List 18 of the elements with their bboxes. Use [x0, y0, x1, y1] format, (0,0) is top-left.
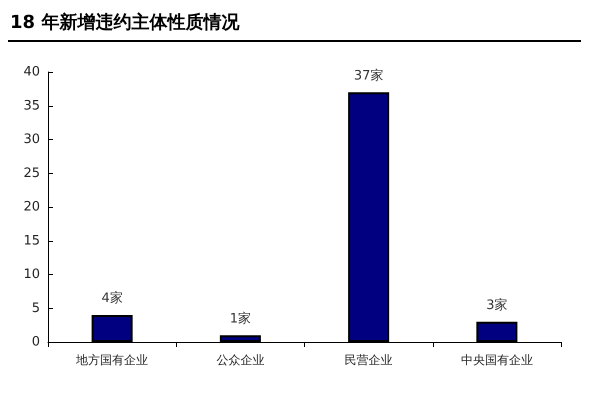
data-label: 3家	[486, 296, 508, 313]
y-tick-label: 25	[23, 166, 40, 181]
x-tick-label: 民营企业	[344, 353, 393, 367]
y-tick-label: 15	[23, 233, 40, 248]
y-tick-label: 0	[32, 334, 40, 350]
y-tick-label: 5	[32, 300, 40, 316]
data-label: 37家	[354, 67, 384, 84]
y-tick-label: 40	[23, 64, 40, 80]
y-tick-label: 30	[23, 132, 40, 147]
data-label: 4家	[101, 290, 123, 306]
x-tick-label: 公众企业	[216, 353, 264, 367]
y-tick-label: 10	[23, 267, 40, 282]
x-tick-label: 中央国有企业	[460, 353, 533, 367]
y-tick-label: 20	[23, 200, 40, 214]
x-tick-label: 地方国有企业	[75, 353, 148, 367]
data-label: 1家	[230, 310, 252, 326]
chart-title: 18 年新增违约主体性质情况	[8, 8, 581, 42]
y-tick-label: 35	[23, 98, 40, 114]
